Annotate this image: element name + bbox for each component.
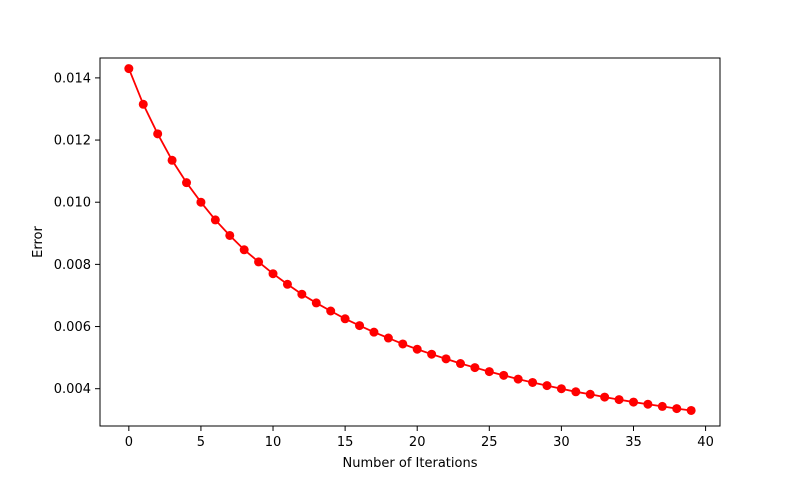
- data-point: [672, 404, 682, 414]
- x-tick-label: 30: [553, 435, 570, 450]
- x-tick-label: 25: [481, 435, 498, 450]
- data-point: [441, 354, 451, 364]
- data-point: [628, 397, 638, 407]
- data-point: [499, 370, 509, 380]
- x-tick-label: 5: [197, 435, 205, 450]
- data-point: [225, 230, 235, 240]
- y-axis-ticks: 0.004 0.006 0.008 0.010 0.012 0.014: [54, 71, 100, 397]
- data-point: [528, 377, 538, 387]
- data-point: [556, 384, 566, 394]
- data-point: [239, 245, 249, 255]
- data-point: [657, 401, 667, 411]
- data-point: [138, 99, 148, 109]
- data-point: [254, 257, 264, 267]
- plot-area-frame: [99, 57, 721, 427]
- data-point: [383, 333, 393, 343]
- y-axis-label: Error: [31, 226, 46, 258]
- data-point: [167, 155, 177, 165]
- data-point: [326, 306, 336, 316]
- data-point: [571, 387, 581, 397]
- data-point: [268, 269, 278, 279]
- data-point: [153, 129, 163, 139]
- error-series-line: [128, 68, 692, 412]
- error-series-points: [124, 64, 696, 415]
- data-point: [196, 197, 206, 207]
- data-point: [542, 381, 552, 391]
- data-point: [369, 327, 379, 337]
- data-point: [614, 395, 624, 405]
- data-point: [412, 344, 422, 354]
- x-axis-ticks: 0 5 10 15 20 25 30 35 40: [125, 426, 714, 450]
- data-point: [484, 367, 494, 377]
- data-point: [513, 374, 523, 384]
- data-point: [686, 405, 696, 415]
- data-point: [340, 314, 350, 324]
- data-point: [182, 178, 192, 188]
- data-point: [282, 279, 292, 289]
- data-point: [585, 389, 595, 399]
- data-point: [311, 298, 321, 308]
- data-point: [210, 215, 220, 225]
- data-point: [297, 289, 307, 299]
- data-point: [355, 321, 365, 331]
- data-point: [470, 363, 480, 373]
- data-point: [398, 339, 408, 349]
- y-tick-label: 0.008: [54, 258, 91, 273]
- data-point: [427, 349, 437, 359]
- x-tick-label: 35: [625, 435, 642, 450]
- y-tick-label: 0.014: [54, 71, 91, 86]
- x-tick-label: 15: [337, 435, 354, 450]
- x-tick-label: 10: [265, 435, 282, 450]
- y-tick-label: 0.004: [54, 382, 91, 397]
- x-tick-label: 20: [409, 435, 426, 450]
- y-tick-label: 0.010: [54, 196, 91, 211]
- x-tick-label: 0: [125, 435, 133, 450]
- data-point: [455, 359, 465, 369]
- x-axis-label: Number of Iterations: [343, 456, 478, 471]
- data-point: [643, 399, 653, 409]
- data-point: [600, 392, 610, 402]
- y-tick-label: 0.006: [54, 320, 91, 335]
- x-tick-label: 40: [697, 435, 714, 450]
- data-point: [124, 64, 134, 74]
- y-tick-label: 0.012: [54, 134, 91, 149]
